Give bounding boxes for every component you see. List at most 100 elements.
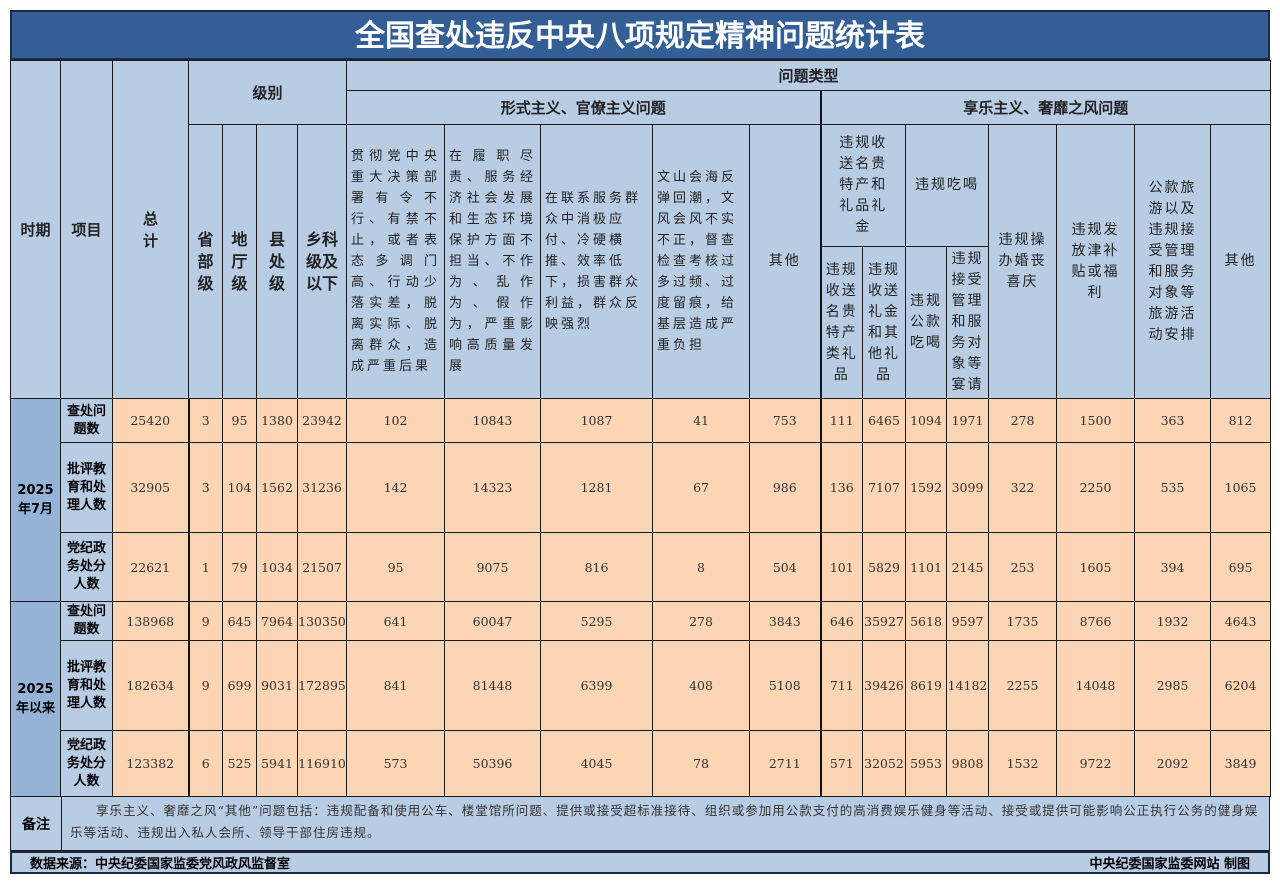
data-cell: 81448 — [444, 640, 542, 731]
data-cell: 116910 — [296, 730, 348, 797]
header-total: 总计 — [112, 60, 189, 399]
data-cell: 5953 — [905, 730, 948, 797]
header-formalism-col-1: 在履职尽责、服务经济社会发展和生态环境保护方面不担当、不作为、乱作为、假作为，严… — [444, 124, 542, 399]
data-cell: 111 — [819, 398, 864, 443]
data-cell: 3099 — [946, 442, 990, 533]
data-cell: 67 — [652, 442, 751, 533]
header-group-formalism: 形式主义、官僚主义问题 — [346, 90, 822, 125]
table-row: 批评教育和处理人数 182634 9 699 9031 172895 841 81448 639… — [11, 640, 1272, 731]
data-cell: 35927 — [862, 601, 907, 641]
data-cell: 8619 — [905, 640, 948, 731]
table-row: 2025年7月 查处问题数 25420 3 95 1380 23942 102 10843 108… — [10, 398, 1272, 602]
data-cell: 841 — [346, 640, 446, 731]
header-level-label: 地厅级 — [231, 229, 248, 293]
data-cell: 408 — [652, 640, 751, 731]
data-source: 数据来源：中央纪委国家监委党风政风监督室 — [30, 857, 291, 872]
header-gifts: 违规收送名贵特产和礼品礼金 — [819, 124, 907, 247]
data-cell: 7107 — [862, 442, 907, 533]
header-formalism-col-2: 在联系服务群众中消极应付、冷硬横推、效率低下，损害群众利益，群众反映强烈 — [540, 124, 654, 399]
data-cell: 3 — [187, 442, 223, 533]
header-total-label: 总计 — [142, 209, 158, 250]
footer: 数据来源：中央纪委国家监委党风政风监督室 中央纪委国家监委网站 制图 — [10, 851, 1270, 874]
data-cell: 4643 — [1210, 601, 1272, 641]
row-item-label: 查处问题数 — [60, 398, 113, 443]
data-cell: 1281 — [540, 442, 654, 533]
data-cell: 14048 — [1056, 640, 1136, 731]
data-cell: 123382 — [112, 730, 189, 797]
data-cell: 7964 — [256, 601, 298, 641]
data-cell: 2092 — [1134, 730, 1212, 797]
header-formalism-col-4: 其他 — [749, 124, 822, 399]
data-cell: 9 — [187, 640, 223, 731]
data-cell: 1932 — [1134, 601, 1212, 641]
data-cell: 41 — [652, 398, 751, 443]
data-cell: 322 — [988, 442, 1058, 533]
data-cell: 2255 — [988, 640, 1058, 731]
header-level-label: 乡科级及以下 — [305, 229, 338, 293]
row-item-label: 党纪政务处分人数 — [60, 532, 113, 602]
data-cell: 102 — [346, 398, 446, 443]
header-dining-sub-0: 违规公款吃喝 — [905, 246, 948, 399]
data-cell: 1605 — [1056, 532, 1136, 602]
data-cell: 986 — [749, 442, 822, 533]
data-cell: 641 — [346, 601, 446, 641]
header-hedonism-col-0: 违规操办婚丧喜庆 — [988, 124, 1058, 399]
data-cell: 32052 — [862, 730, 907, 797]
data-cell: 1087 — [540, 398, 654, 443]
header-hedonism-col-1: 违规发放津补贴或福利 — [1056, 124, 1136, 399]
data-cell: 1592 — [905, 442, 948, 533]
data-cell: 22621 — [112, 532, 189, 602]
data-cell: 21507 — [296, 532, 348, 602]
data-cell: 571 — [819, 730, 864, 797]
data-cell: 695 — [1210, 532, 1272, 602]
data-cell: 8766 — [1056, 601, 1136, 641]
data-cell: 525 — [222, 730, 257, 797]
data-cell: 9597 — [946, 601, 990, 641]
header-dining-sub-1: 违规接受管理和服务对象等宴请 — [946, 246, 990, 399]
header-formalism-col-0: 贯彻党中央重大决策部署有令不行、有禁不止，或者表态多调门高、行动少落实差，脱离实… — [346, 124, 446, 399]
header-gifts-sub-0: 违规收送名贵特产类礼品 — [819, 246, 864, 399]
note-text: 享乐主义、奢靡之风“其他”问题包括：违规配备和使用公车、楼堂馆所问题、提供或接受… — [70, 803, 1259, 840]
data-cell: 5829 — [862, 532, 907, 602]
header-level-1: 地厅级 — [222, 124, 257, 399]
data-cell: 104 — [222, 442, 257, 533]
data-cell: 4045 — [540, 730, 654, 797]
data-cell: 1 — [187, 532, 223, 602]
header-level: 级别 — [187, 60, 348, 125]
header-level-label: 县处级 — [268, 229, 285, 293]
data-cell: 1971 — [946, 398, 990, 443]
header-level-3: 乡科级及以下 — [296, 124, 348, 399]
data-cell: 2145 — [946, 532, 990, 602]
data-cell: 253 — [988, 532, 1058, 602]
data-cell: 1065 — [1210, 442, 1272, 533]
data-cell: 5108 — [749, 640, 822, 731]
period-cell: 2025年以来 — [10, 601, 61, 797]
data-cell: 1735 — [988, 601, 1058, 641]
header-problem-type: 问题类型 — [346, 60, 1272, 91]
data-cell: 1094 — [905, 398, 948, 443]
data-cell: 182634 — [112, 640, 189, 731]
table-row: 党纪政务处分人数 123382 6 525 5941 116910 573 50396 4045… — [11, 730, 1272, 797]
period-cell: 2025年7月 — [10, 398, 61, 602]
data-cell: 394 — [1134, 532, 1212, 602]
header-dining: 违规吃喝 — [905, 124, 990, 247]
data-cell: 10843 — [444, 398, 542, 443]
data-cell: 39426 — [862, 640, 907, 731]
note-section: 备注 享乐主义、奢靡之风“其他”问题包括：违规配备和使用公车、楼堂馆所问题、提供… — [10, 796, 1270, 851]
header-formalism-col-3: 文山会海反弹回潮，文风会风不实不正，督查检查考核过多过频、过度留痕，给基层造成严… — [652, 124, 751, 399]
data-cell: 278 — [988, 398, 1058, 443]
header-group-hedonism: 享乐主义、奢靡之风问题 — [819, 90, 1272, 125]
header-level-0: 省部级 — [188, 124, 223, 399]
data-cell: 753 — [749, 398, 822, 443]
row-item-label: 批评教育和处理人数 — [60, 640, 113, 731]
data-cell: 711 — [819, 640, 864, 731]
data-cell: 1562 — [256, 442, 298, 533]
note-label: 备注 — [11, 797, 62, 850]
data-cell: 3843 — [749, 601, 822, 641]
data-cell: 573 — [346, 730, 446, 797]
data-cell: 172895 — [296, 640, 348, 731]
data-cell: 699 — [222, 640, 257, 731]
data-cell: 136 — [819, 442, 864, 533]
data-cell: 363 — [1134, 398, 1212, 443]
